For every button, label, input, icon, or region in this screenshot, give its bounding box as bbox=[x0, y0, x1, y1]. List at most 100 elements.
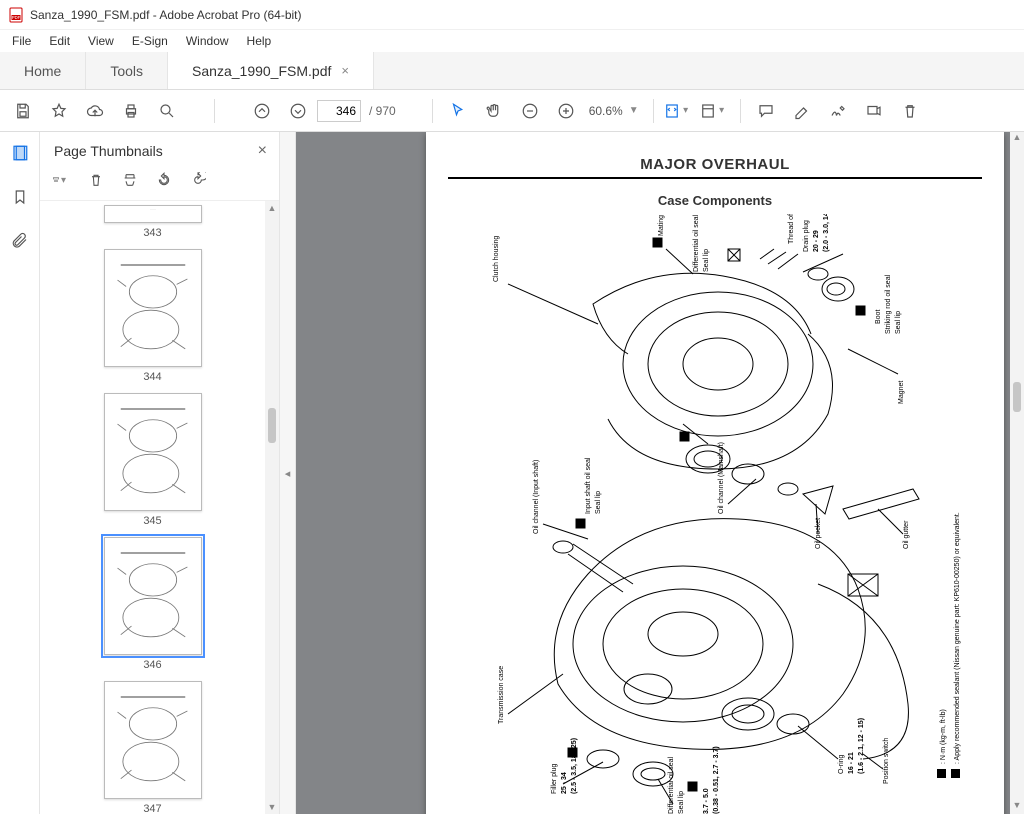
toolbar: / 970 60.6% ▼ ▾ ▾ bbox=[0, 90, 1024, 132]
menu-view[interactable]: View bbox=[80, 32, 122, 50]
thumbnail-page-343[interactable]: 343 bbox=[104, 205, 202, 239]
print-pages-button[interactable] bbox=[120, 170, 140, 190]
separator bbox=[653, 99, 654, 123]
tab-home[interactable]: Home bbox=[0, 52, 86, 89]
svg-text:PDF: PDF bbox=[12, 15, 21, 20]
diagram-illustration: Clutch housing Mating surface of clutch … bbox=[448, 214, 982, 814]
svg-text:Differential oil seal: Differential oil seal bbox=[668, 756, 675, 814]
svg-text:Clutch housing: Clutch housing bbox=[493, 236, 500, 282]
fit-page-button[interactable]: ▾ bbox=[662, 94, 696, 128]
delete-page-button[interactable] bbox=[86, 170, 106, 190]
svg-text:Oil channel (Input shaft): Oil channel (Input shaft) bbox=[533, 460, 540, 534]
chevron-down-icon: ▾ bbox=[683, 105, 688, 116]
svg-text:Seal lip: Seal lip bbox=[678, 791, 685, 814]
svg-text:O-ring: O-ring bbox=[838, 754, 845, 774]
menu-help[interactable]: Help bbox=[239, 32, 280, 50]
find-button[interactable] bbox=[150, 94, 184, 128]
bookmarks-panel-button[interactable] bbox=[9, 186, 31, 208]
svg-text:Striking rod oil seal: Striking rod oil seal bbox=[885, 274, 892, 334]
menu-edit[interactable]: Edit bbox=[41, 32, 78, 50]
tab-document-label: Sanza_1990_FSM.pdf bbox=[192, 63, 331, 79]
page-up-button[interactable] bbox=[245, 94, 279, 128]
pdf-file-icon: PDF bbox=[8, 7, 24, 23]
thumbnails-panel: Page Thumbnails × ▾ 343344345346347 ▲ ▼ bbox=[40, 132, 280, 814]
separator bbox=[214, 99, 215, 123]
tab-document[interactable]: Sanza_1990_FSM.pdf × bbox=[168, 52, 374, 89]
thumbnail-page-346[interactable]: 346 bbox=[104, 537, 202, 671]
thumbnail-number: 346 bbox=[143, 659, 161, 671]
document-page: MAJOR OVERHAUL Case Components bbox=[426, 132, 1004, 814]
menu-window[interactable]: Window bbox=[178, 32, 237, 50]
svg-text:(1.6 - 2.1, 12 - 15): (1.6 - 2.1, 12 - 15) bbox=[858, 718, 865, 774]
thumbnail-page-344[interactable]: 344 bbox=[104, 249, 202, 383]
rule bbox=[448, 177, 982, 179]
tab-home-label: Home bbox=[24, 63, 61, 79]
menubar: File Edit View E-Sign Window Help bbox=[0, 30, 1024, 52]
highlight-button[interactable] bbox=[785, 94, 819, 128]
rotate-cw-button[interactable] bbox=[188, 170, 208, 190]
svg-text:Transmission case: Transmission case bbox=[498, 666, 505, 724]
svg-text:Position switch: Position switch bbox=[883, 738, 890, 784]
zoom-dropdown-icon[interactable]: ▼ bbox=[629, 105, 639, 116]
cloud-upload-button[interactable] bbox=[78, 94, 112, 128]
tab-tools[interactable]: Tools bbox=[86, 52, 168, 89]
page-down-button[interactable] bbox=[281, 94, 315, 128]
svg-text:Differential oil seal: Differential oil seal bbox=[693, 214, 700, 272]
print-button[interactable] bbox=[114, 94, 148, 128]
svg-text:3.7 - 5.0: 3.7 - 5.0 bbox=[703, 788, 710, 814]
panel-close-button[interactable]: × bbox=[258, 142, 267, 160]
thumbnail-page-345[interactable]: 345 bbox=[104, 393, 202, 527]
thumbnail-number: 347 bbox=[143, 803, 161, 814]
navigation-rail bbox=[0, 132, 40, 814]
separator bbox=[740, 99, 741, 123]
scroll-up-icon[interactable]: ▲ bbox=[265, 201, 279, 215]
rotate-ccw-button[interactable] bbox=[154, 170, 174, 190]
chevron-down-icon: ▾ bbox=[719, 105, 724, 116]
svg-text:Oil gutter: Oil gutter bbox=[903, 520, 910, 549]
window-title: Sanza_1990_FSM.pdf - Adobe Acrobat Pro (… bbox=[30, 8, 302, 22]
document-scrollbar[interactable]: ▲ ▼ bbox=[1010, 132, 1024, 814]
svg-text:Boot: Boot bbox=[875, 310, 882, 324]
thumbnail-number: 344 bbox=[143, 371, 161, 383]
svg-text:Filler plug: Filler plug bbox=[551, 764, 558, 794]
zoom-out-button[interactable] bbox=[513, 94, 547, 128]
svg-text:25 - 34: 25 - 34 bbox=[561, 772, 568, 794]
menu-file[interactable]: File bbox=[4, 32, 39, 50]
thumbnails-panel-button[interactable] bbox=[9, 142, 31, 164]
svg-text:16 - 21: 16 - 21 bbox=[848, 752, 855, 774]
attachments-panel-button[interactable] bbox=[9, 230, 31, 252]
thumbnails-scrollbar[interactable]: ▲ ▼ bbox=[265, 201, 279, 814]
options-menu-button[interactable]: ▾ bbox=[52, 170, 72, 190]
svg-text:Mating surface of clutch housi: Mating surface of clutch housing and tra… bbox=[658, 214, 665, 236]
hand-tool-button[interactable] bbox=[477, 94, 511, 128]
thumbnail-page-347[interactable]: 347 bbox=[104, 681, 202, 814]
select-tool-button[interactable] bbox=[441, 94, 475, 128]
scrollbar-thumb[interactable] bbox=[268, 408, 276, 443]
scrollbar-thumb[interactable] bbox=[1013, 382, 1021, 412]
menu-esign[interactable]: E-Sign bbox=[124, 32, 176, 50]
svg-text:Seal lip: Seal lip bbox=[703, 249, 710, 272]
comment-button[interactable] bbox=[749, 94, 783, 128]
svg-text:Magnet: Magnet bbox=[898, 381, 905, 404]
thumbnails-list: 343 344 345 346 347 ▲ ▼ bbox=[40, 201, 279, 814]
thumbnail-number: 345 bbox=[143, 515, 161, 527]
close-icon[interactable]: × bbox=[341, 63, 349, 78]
svg-text:Oil pocket: Oil pocket bbox=[815, 518, 822, 549]
svg-text:20 - 29: 20 - 29 bbox=[813, 230, 820, 252]
sign-button[interactable] bbox=[821, 94, 855, 128]
svg-text:(0.38 - 0.51, 2.7 - 3.7): (0.38 - 0.51, 2.7 - 3.7) bbox=[713, 746, 720, 814]
collapse-sidepanel-button[interactable]: ◂ bbox=[280, 132, 296, 814]
page-number-input[interactable] bbox=[317, 100, 361, 122]
delete-button[interactable] bbox=[893, 94, 927, 128]
scroll-down-icon[interactable]: ▼ bbox=[265, 800, 279, 814]
zoom-level-label[interactable]: 60.6% bbox=[589, 104, 623, 118]
star-button[interactable] bbox=[42, 94, 76, 128]
separator bbox=[432, 99, 433, 123]
svg-text:(2.5 - 3.5, 18 - 25): (2.5 - 3.5, 18 - 25) bbox=[571, 738, 578, 794]
zoom-in-button[interactable] bbox=[549, 94, 583, 128]
svg-text:Seal lip: Seal lip bbox=[895, 311, 902, 334]
stamp-button[interactable] bbox=[857, 94, 891, 128]
save-button[interactable] bbox=[6, 94, 40, 128]
page-display-button[interactable]: ▾ bbox=[698, 94, 732, 128]
document-area[interactable]: MAJOR OVERHAUL Case Components bbox=[296, 132, 1024, 814]
